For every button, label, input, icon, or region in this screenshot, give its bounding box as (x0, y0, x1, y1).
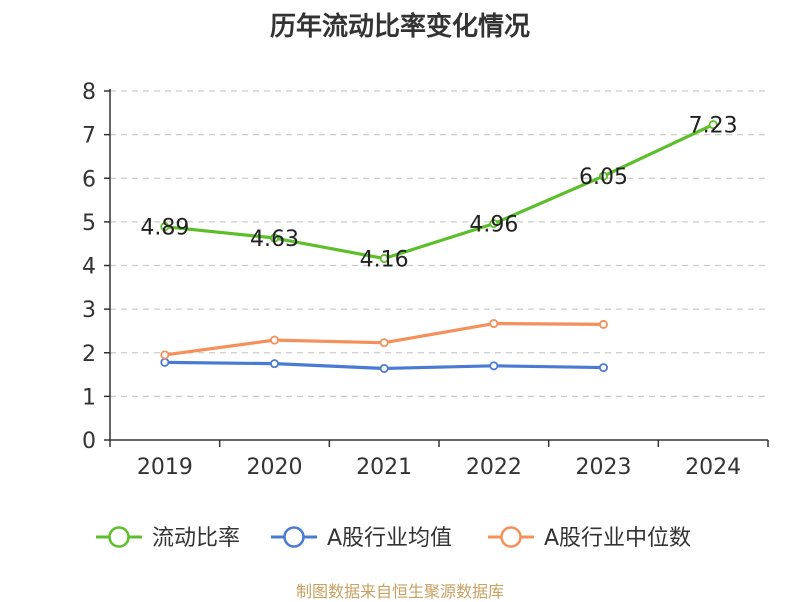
data-point[interactable] (489, 361, 499, 371)
data-point[interactable] (269, 233, 279, 243)
legend-label: 流动比率 (152, 526, 240, 551)
legend: 流动比率 A股行业均值 A股行业中位数 (96, 526, 691, 551)
series-line-0 (164, 123, 714, 261)
y-tick-label: 0 (82, 429, 96, 454)
data-point[interactable] (599, 171, 609, 181)
data-point[interactable] (269, 335, 279, 345)
data-point[interactable] (160, 222, 170, 232)
data-point[interactable] (379, 363, 389, 373)
legend-item-1[interactable]: A股行业均值 (271, 526, 452, 551)
legend-marker-icon (108, 526, 130, 548)
legend-label: A股行业中位数 (544, 526, 691, 551)
y-tick-label: 5 (82, 211, 96, 236)
legend-label: A股行业均值 (327, 526, 452, 551)
source-note: 制图数据来自恒生聚源数据库 (295, 582, 504, 601)
data-point[interactable] (379, 254, 389, 264)
x-tick-label: 2020 (247, 455, 303, 480)
y-tick-label: 1 (82, 385, 96, 410)
y-tick-label: 7 (82, 124, 96, 149)
data-label: 7.23 (689, 114, 738, 139)
data-point[interactable] (489, 219, 499, 229)
x-tick-label: 2023 (576, 455, 632, 480)
y-tick-label: 2 (82, 342, 96, 367)
data-label: 4.16 (360, 248, 409, 273)
data-labels: 4.89 4.63 4.16 4.96 6.05 7.23 (140, 114, 737, 273)
x-tick-label: 2021 (356, 455, 412, 480)
x-tick-label: 2019 (137, 455, 193, 480)
data-label: 4.96 (469, 213, 518, 238)
legend-item-2[interactable]: A股行业中位数 (488, 526, 691, 551)
x-tick-label: 2024 (685, 455, 741, 480)
y-tick-label: 3 (82, 298, 96, 323)
chart-title: 历年流动比率变化情况 (269, 12, 530, 42)
data-point[interactable] (489, 319, 499, 329)
y-tick-label: 8 (82, 80, 96, 105)
data-label: 6.05 (579, 165, 628, 190)
legend-item-0[interactable]: 流动比率 (96, 526, 240, 551)
legend-marker-icon (283, 526, 305, 548)
data-point[interactable] (160, 350, 170, 360)
data-label: 4.89 (140, 216, 189, 241)
data-point[interactable] (160, 357, 170, 367)
series-layer (160, 120, 718, 373)
axes: 0 1 2 3 4 5 6 7 8 2019 2020 2021 2022 2023 2024 (82, 80, 769, 480)
y-tick-label: 4 (82, 255, 96, 280)
data-point[interactable] (599, 363, 609, 373)
data-point[interactable] (379, 338, 389, 348)
y-tick-label: 6 (82, 167, 96, 192)
data-label: 4.63 (250, 227, 299, 252)
legend-marker-icon (500, 526, 522, 548)
data-point[interactable] (708, 120, 718, 130)
data-point[interactable] (599, 319, 609, 329)
x-tick-label: 2022 (466, 455, 522, 480)
data-point[interactable] (269, 359, 279, 369)
